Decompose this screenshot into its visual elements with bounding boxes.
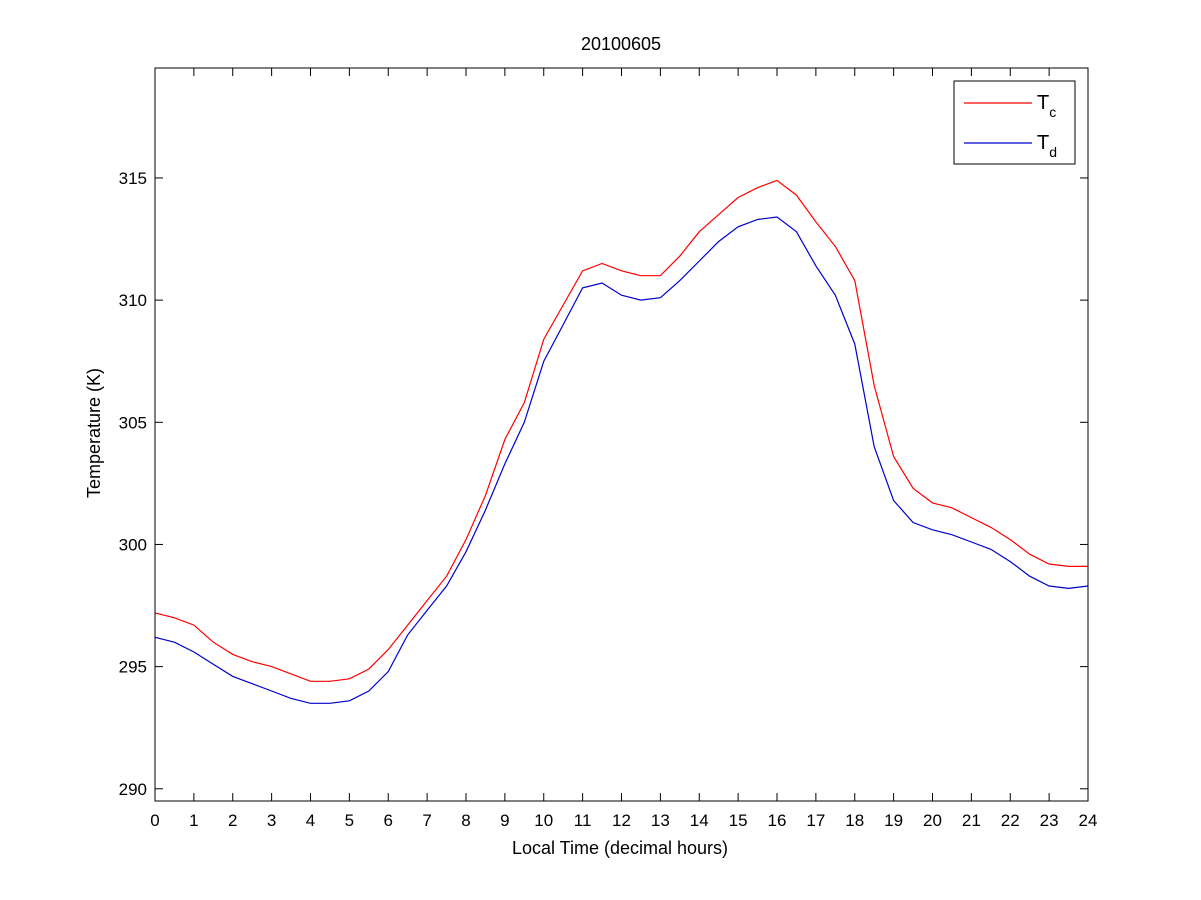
x-tick-label: 12	[612, 811, 631, 830]
legend: Tc Td	[953, 80, 1076, 165]
x-tick-label: 6	[384, 811, 393, 830]
y-tick-label: 295	[119, 658, 147, 677]
x-tick-label: 0	[150, 811, 159, 830]
legend-label: Td	[1037, 132, 1057, 160]
y-tick-label: 315	[119, 169, 147, 188]
x-tick-label: 21	[962, 811, 981, 830]
x-tick-label: 19	[884, 811, 903, 830]
x-tick-label: 16	[768, 811, 787, 830]
x-tick-label: 17	[806, 811, 825, 830]
legend-label: Tc	[1037, 92, 1056, 120]
series-line-d	[154, 216, 1089, 704]
x-tick-label: 23	[1040, 811, 1059, 830]
plot-series	[154, 179, 1089, 704]
x-tick-label: 8	[461, 811, 470, 830]
x-tick-label: 9	[500, 811, 509, 830]
y-tick-label: 305	[119, 413, 147, 432]
x-tick-label: 2	[228, 811, 237, 830]
y-tick-label: 310	[119, 291, 147, 310]
x-tick-label: 15	[729, 811, 748, 830]
plot-frame	[154, 67, 1089, 802]
x-tick-label: 14	[690, 811, 709, 830]
x-tick-label: 3	[267, 811, 276, 830]
x-tick-label: 13	[651, 811, 670, 830]
y-tick-label: 300	[119, 535, 147, 554]
y-tick-label: 290	[119, 780, 147, 799]
x-tick-label: 11	[574, 811, 592, 830]
x-tick-label: 4	[306, 811, 315, 830]
x-tick-label: 24	[1079, 811, 1098, 830]
x-tick-label: 18	[845, 811, 864, 830]
legend-box	[953, 80, 1076, 165]
x-tick-label: 20	[923, 811, 942, 830]
x-tick-label: 1	[189, 811, 198, 830]
chart-title: 20100605	[581, 34, 661, 54]
x-tick-label: 10	[534, 811, 553, 830]
x-tick-label: 5	[345, 811, 354, 830]
y-axis: 290 295 300 305 310 315	[119, 169, 1088, 799]
x-axis-title: Local Time (decimal hours)	[512, 838, 728, 858]
x-axis: 0 1 2 3 4 5 6 7 8 9 10 11 12 13 14 15 16 17 18 19 20 21 22 23 24	[150, 68, 1097, 830]
y-axis-title: Temperature (K)	[84, 368, 104, 498]
x-tick-label: 7	[422, 811, 431, 830]
series-line-c	[154, 179, 1088, 682]
x-tick-label: 22	[1001, 811, 1020, 830]
